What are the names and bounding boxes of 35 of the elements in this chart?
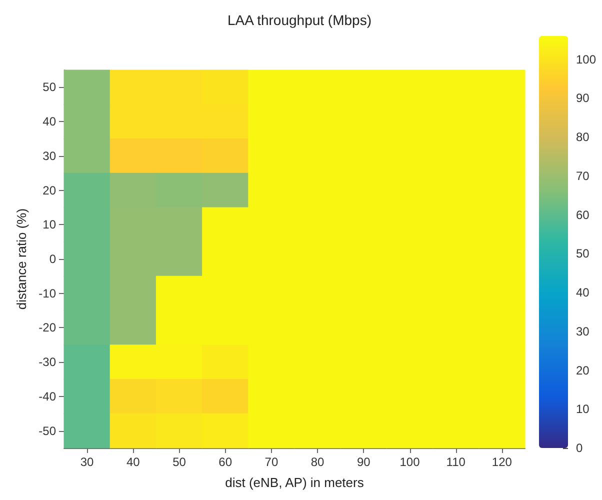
x-tick-label: 100 — [400, 455, 420, 469]
color-bar-label: 30 — [576, 324, 590, 338]
y-tick-label: 10 — [42, 218, 56, 232]
color-bar-label: 50 — [576, 246, 590, 261]
x-tick-label: 40 — [126, 455, 140, 469]
y-tick-label: 40 — [42, 114, 56, 129]
y-tick-label: -20 — [38, 320, 56, 335]
y-tick-label: -10 — [38, 286, 56, 300]
x-tick-label: 110 — [446, 455, 466, 469]
color-bar-label: 20 — [576, 363, 590, 378]
x-tick-label: 60 — [218, 455, 232, 469]
y-tick-label: 30 — [42, 148, 56, 163]
color-bar-label: 10 — [576, 402, 590, 416]
y-tick-label: 20 — [42, 183, 56, 198]
chart-title: LAA throughput (Mbps) — [228, 12, 372, 28]
color-bar-label: 90 — [576, 91, 590, 106]
x-tick-label: 80 — [310, 455, 325, 469]
y-tick-label: -30 — [38, 355, 56, 370]
color-bar-label: 0 — [576, 441, 583, 455]
x-tick-label: 70 — [264, 455, 278, 469]
y-tick-label: -50 — [38, 424, 56, 438]
color-bar-label: 80 — [576, 130, 590, 144]
color-bar-label: 100 — [576, 52, 596, 66]
y-tick-label: 0 — [49, 252, 56, 266]
color-bar-label: 60 — [576, 208, 590, 222]
x-tick-label: 120 — [492, 455, 512, 469]
x-tick-label: 30 — [80, 455, 94, 469]
y-tick-label: 50 — [42, 80, 56, 94]
y-tick-label: -40 — [38, 389, 56, 404]
x-tick-label: 50 — [172, 455, 186, 469]
color-bar-label: 40 — [576, 286, 590, 300]
color-bar-label: 70 — [576, 168, 590, 183]
x-tick-label: 90 — [356, 455, 371, 469]
x-axis-title: dist (eNB, AP) in meters — [225, 475, 364, 490]
y-axis-title: distance ratio (%) — [14, 208, 29, 310]
